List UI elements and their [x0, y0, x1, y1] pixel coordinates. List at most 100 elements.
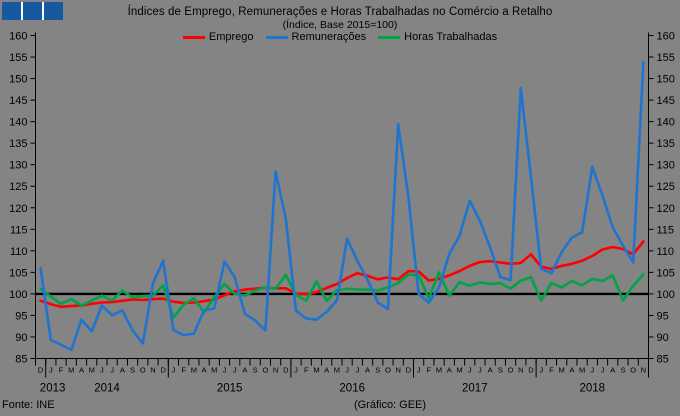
svg-text:95: 95 — [657, 310, 669, 322]
svg-text:115: 115 — [657, 224, 675, 236]
chart-legend: Emprego Remunerações Horas Trabalhadas — [0, 31, 680, 43]
svg-text:A: A — [242, 366, 247, 375]
svg-text:N: N — [518, 366, 523, 375]
legend-swatch-icon — [378, 35, 401, 39]
svg-text:160: 160 — [9, 31, 27, 43]
svg-text:M: M — [191, 366, 197, 375]
svg-text:J: J — [294, 366, 298, 375]
svg-text:J: J — [233, 366, 237, 375]
svg-text:F: F — [181, 366, 186, 375]
svg-text:145: 145 — [657, 95, 675, 107]
svg-text:N: N — [395, 366, 400, 375]
svg-text:A: A — [610, 366, 615, 375]
svg-text:J: J — [49, 366, 53, 375]
chart-title: Índices de Emprego, Remunerações e Horas… — [127, 6, 553, 18]
svg-text:130: 130 — [657, 160, 675, 172]
svg-text:135: 135 — [657, 138, 675, 150]
svg-text:125: 125 — [657, 181, 675, 193]
svg-text:130: 130 — [9, 160, 27, 172]
svg-text:D: D — [160, 366, 166, 375]
svg-text:M: M — [68, 366, 74, 375]
svg-text:O: O — [262, 366, 268, 375]
svg-text:J: J — [539, 366, 543, 375]
svg-text:D: D — [283, 366, 289, 375]
gee-logo — [2, 2, 63, 20]
svg-text:J: J — [172, 366, 176, 375]
svg-text:A: A — [202, 366, 207, 375]
legend-item-0: Emprego — [182, 31, 254, 43]
svg-text:S: S — [498, 366, 503, 375]
svg-text:90: 90 — [657, 332, 669, 344]
svg-text:M: M — [436, 366, 442, 375]
svg-text:S: S — [130, 366, 135, 375]
svg-text:J: J — [345, 366, 349, 375]
svg-text:M: M — [456, 366, 462, 375]
svg-text:N: N — [273, 366, 278, 375]
svg-text:J: J — [223, 366, 227, 375]
svg-text:M: M — [579, 366, 585, 375]
svg-text:2018: 2018 — [580, 383, 606, 395]
svg-text:O: O — [630, 366, 636, 375]
svg-text:S: S — [253, 366, 258, 375]
svg-text:100: 100 — [657, 289, 675, 301]
svg-text:M: M — [211, 366, 217, 375]
svg-text:M: M — [334, 366, 340, 375]
source-note: Fonte: INE — [2, 399, 55, 411]
svg-text:O: O — [385, 366, 391, 375]
svg-text:85: 85 — [15, 354, 27, 366]
svg-text:A: A — [488, 366, 493, 375]
logo-square-icon — [44, 2, 63, 20]
svg-text:O: O — [140, 366, 146, 375]
svg-text:2015: 2015 — [217, 383, 243, 395]
legend-item-1: Remunerações — [265, 31, 366, 43]
svg-text:A: A — [324, 366, 329, 375]
svg-text:105: 105 — [657, 267, 675, 279]
svg-text:A: A — [79, 366, 84, 375]
svg-text:N: N — [641, 366, 646, 375]
credit-note: (Gráfico: GEE) — [353, 399, 427, 411]
chart-subtitle: (Índice, Base 2015=100) — [282, 19, 398, 31]
legend-item-2: Horas Trabalhadas — [378, 31, 497, 43]
svg-text:A: A — [120, 366, 125, 375]
svg-text:J: J — [601, 366, 605, 375]
svg-text:A: A — [447, 366, 452, 375]
svg-text:D: D — [528, 366, 534, 375]
svg-text:120: 120 — [657, 203, 675, 215]
svg-text:S: S — [620, 366, 625, 375]
svg-text:2014: 2014 — [94, 383, 120, 395]
svg-text:M: M — [89, 366, 95, 375]
svg-text:A: A — [365, 366, 370, 375]
svg-text:85: 85 — [657, 354, 669, 366]
svg-text:145: 145 — [9, 95, 27, 107]
svg-text:105: 105 — [9, 267, 27, 279]
legend-swatch-icon — [265, 35, 288, 39]
svg-text:2016: 2016 — [339, 383, 365, 395]
svg-text:100: 100 — [9, 289, 27, 301]
legend-label: Emprego — [208, 31, 254, 43]
svg-text:M: M — [313, 366, 319, 375]
svg-text:110: 110 — [10, 246, 28, 258]
svg-text:95: 95 — [15, 310, 27, 322]
svg-text:160: 160 — [657, 31, 675, 43]
svg-text:90: 90 — [15, 332, 27, 344]
svg-text:J: J — [590, 366, 594, 375]
svg-text:D: D — [406, 366, 412, 375]
legend-swatch-icon — [182, 35, 205, 39]
svg-text:J: J — [478, 366, 482, 375]
svg-text:2017: 2017 — [462, 383, 488, 395]
svg-text:F: F — [549, 366, 554, 375]
logo-square-icon — [2, 2, 21, 20]
legend-label: Horas Trabalhadas — [404, 31, 498, 43]
svg-text:N: N — [150, 366, 155, 375]
svg-text:110: 110 — [657, 246, 675, 258]
svg-text:125: 125 — [9, 181, 27, 193]
svg-text:155: 155 — [657, 52, 675, 64]
svg-text:150: 150 — [9, 74, 27, 86]
svg-text:2013: 2013 — [40, 383, 66, 395]
svg-text:F: F — [427, 366, 432, 375]
svg-text:J: J — [355, 366, 359, 375]
svg-text:S: S — [375, 366, 380, 375]
svg-text:O: O — [508, 366, 514, 375]
